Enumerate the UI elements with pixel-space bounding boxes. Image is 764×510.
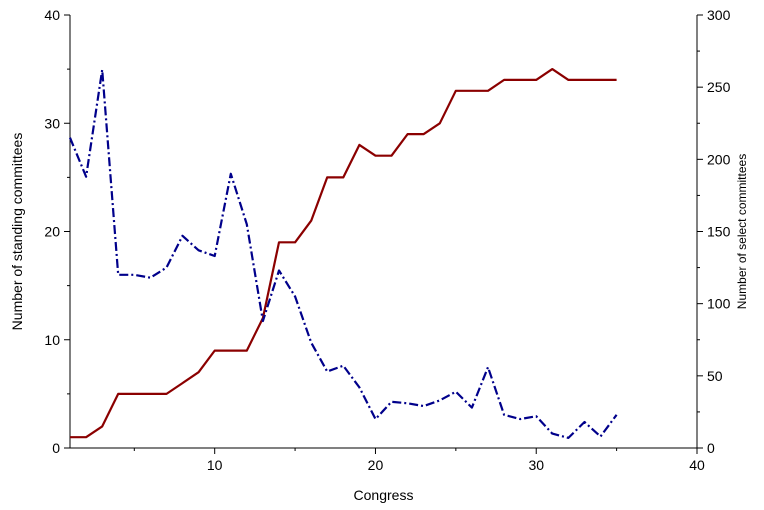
left-y-axis-title: Number of standing committees (9, 133, 25, 331)
right-y-tick-label: 150 (707, 224, 731, 240)
right-y-tick-label: 50 (707, 368, 723, 384)
left-y-tick-label: 30 (44, 115, 60, 131)
right-y-tick-label: 300 (707, 7, 731, 23)
standing-committees-line (70, 67, 617, 439)
x-tick-label: 10 (207, 457, 223, 473)
right-y-tick-label: 250 (707, 79, 731, 95)
x-axis-title: Congress (354, 487, 414, 503)
select-committees-line (68, 68, 618, 439)
left-y-tick-label: 20 (44, 224, 60, 240)
right-y-tick-label: 200 (707, 151, 731, 167)
left-y-tick-label: 0 (52, 440, 60, 456)
right-y-axis-title: Number of select committees (735, 154, 749, 309)
left-y-tick-label: 10 (44, 332, 60, 348)
x-tick-label: 20 (368, 457, 384, 473)
left-y-tick-label: 40 (44, 7, 60, 23)
x-tick-label: 30 (528, 457, 544, 473)
right-y-tick-label: 0 (707, 440, 715, 456)
series (68, 67, 618, 439)
right-y-tick-label: 100 (707, 296, 731, 312)
x-tick-label: 40 (689, 457, 705, 473)
